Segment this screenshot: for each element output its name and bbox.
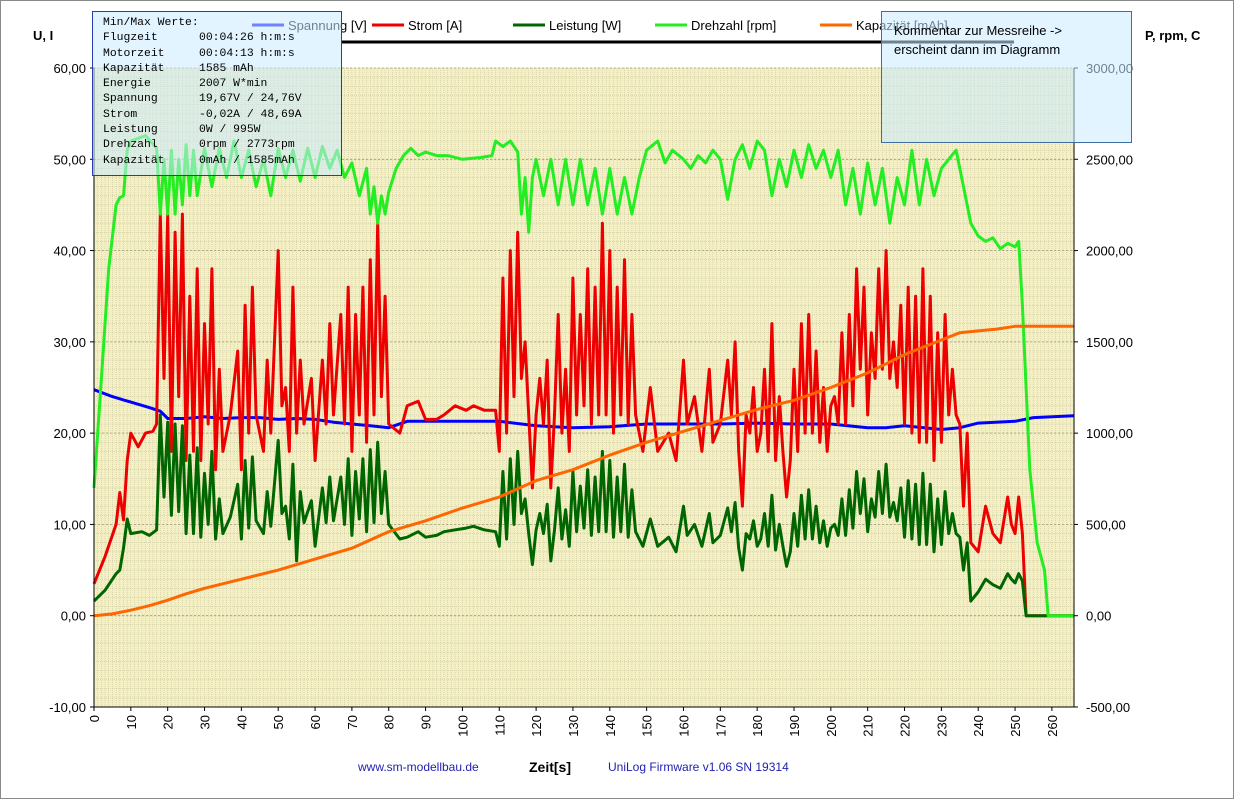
minmax-label: Motorzeit	[103, 47, 165, 60]
y-left-tick-label: 0,00	[61, 609, 86, 624]
y-right-tick-label: 0,00	[1086, 609, 1111, 624]
firmware-info: UniLog Firmware v1.06 SN 19314	[608, 760, 789, 774]
x-tick-label: 50	[271, 715, 286, 729]
minmax-row: Kapazität 1585 mAh	[103, 62, 341, 77]
x-tick-label: 240	[971, 715, 986, 737]
y-left-tick-label: 10,00	[53, 517, 86, 532]
minmax-title: Min/Max Werte:	[103, 17, 199, 29]
y-left-tick-label: 30,00	[53, 335, 86, 350]
minmax-value: 00:04:26 h:m:s	[199, 32, 295, 45]
x-tick-label: 180	[750, 715, 765, 737]
minmax-label: Kapazität	[103, 62, 165, 75]
minmax-value: -0,02A / 48,69A	[199, 108, 302, 121]
x-tick-label: 160	[676, 715, 691, 737]
x-tick-label: 250	[1008, 715, 1023, 737]
series-line-4	[93, 324, 1074, 618]
y-right-tick-label: 1500,00	[1086, 335, 1133, 350]
x-tick-label: 260	[1045, 715, 1060, 737]
y-right-tick-label: -500,00	[1086, 700, 1130, 715]
y-axis-right-title: P, rpm, C	[1145, 28, 1201, 43]
minmax-row: Leistung 0W / 995W	[103, 123, 341, 138]
minmax-value: 0W / 995W	[199, 124, 261, 137]
x-tick-label: 70	[345, 715, 360, 729]
x-tick-label: 200	[824, 715, 839, 737]
minmax-row: Kapazität 0mAh / 1585mAh	[103, 154, 341, 169]
comment-line-1: Kommentar zur Messreihe ->	[894, 23, 1062, 38]
y-axis-left-title: U, I	[33, 28, 53, 43]
minmax-value: 1585 mAh	[199, 62, 254, 75]
x-tick-label: 170	[713, 715, 728, 737]
x-tick-label: 30	[198, 715, 213, 729]
x-tick-label: 40	[234, 715, 249, 729]
minmax-label: Energie	[103, 78, 151, 91]
minmax-row: Spannung 19,67V / 24,76V	[103, 92, 341, 107]
minmax-row: Strom -0,02A / 48,69A	[103, 108, 341, 123]
minmax-box: Min/Max Werte: Flugzeit 00:04:26 h:m:s Mo…	[92, 11, 342, 176]
minmax-label: Drehzahl	[103, 139, 158, 152]
minmax-value: 2007 W*min	[199, 78, 268, 91]
minmax-row: Flugzeit 00:04:26 h:m:s	[103, 31, 341, 46]
minmax-value: 0rpm / 2773rpm	[199, 139, 295, 152]
x-tick-label: 190	[787, 715, 802, 737]
y-left-tick-label: -10,00	[49, 700, 86, 715]
minmax-label: Spannung	[103, 93, 158, 106]
x-tick-label: 150	[640, 715, 655, 737]
minmax-label: Leistung	[103, 124, 158, 137]
minmax-row: Energie 2007 W*min	[103, 77, 341, 92]
x-axis-title: Zeit[s]	[529, 759, 571, 775]
comment-line-2: erscheint dann im Diagramm	[894, 42, 1061, 57]
comment-box: Kommentar zur Messreihe -> erscheint dan…	[881, 11, 1132, 143]
y-right-tick-label: 2000,00	[1086, 244, 1133, 259]
y-left-tick-label: 50,00	[53, 152, 86, 167]
x-tick-label: 100	[455, 715, 470, 737]
minmax-label: Flugzeit	[103, 32, 158, 45]
x-tick-label: 80	[382, 715, 397, 729]
y-left-tick-label: 60,00	[53, 61, 86, 76]
x-tick-label: 130	[566, 715, 581, 737]
x-tick-label: 20	[161, 715, 176, 729]
x-tick-label: 0	[87, 715, 102, 722]
minmax-value: 19,67V / 24,76V	[199, 93, 302, 106]
series-line-1	[92, 212, 1074, 618]
y-right-tick-label: 500,00	[1086, 517, 1126, 532]
legend-entry: Drehzahl [rpm]	[691, 18, 776, 33]
x-tick-label: 210	[861, 715, 876, 737]
y-left-tick-label: 40,00	[53, 244, 86, 259]
legend-entry: Strom [A]	[408, 18, 462, 33]
x-tick-label: 90	[419, 715, 434, 729]
y-right-tick-label: 2500,00	[1086, 152, 1133, 167]
x-tick-label: 110	[492, 715, 507, 736]
y-left-tick-label: 20,00	[53, 426, 86, 441]
minmax-row: Motorzeit 00:04:13 h:m:s	[103, 47, 341, 62]
legend-entry: Leistung [W]	[549, 18, 621, 33]
x-tick-label: 220	[898, 715, 913, 737]
x-tick-label: 60	[308, 715, 323, 729]
minmax-value: 0mAh / 1585mAh	[199, 154, 295, 167]
x-tick-label: 10	[124, 715, 139, 729]
x-tick-label: 120	[529, 715, 544, 737]
website-link[interactable]: www.sm-modellbau.de	[357, 760, 479, 774]
minmax-label: Kapazität	[103, 154, 165, 167]
series-line-2	[92, 413, 1074, 618]
y-right-tick-label: 1000,00	[1086, 426, 1133, 441]
x-tick-label: 140	[603, 715, 618, 737]
minmax-label: Strom	[103, 108, 138, 121]
minmax-value: 00:04:13 h:m:s	[199, 47, 295, 60]
minmax-row: Drehzahl 0rpm / 2773rpm	[103, 138, 341, 153]
x-tick-label: 230	[934, 715, 949, 737]
